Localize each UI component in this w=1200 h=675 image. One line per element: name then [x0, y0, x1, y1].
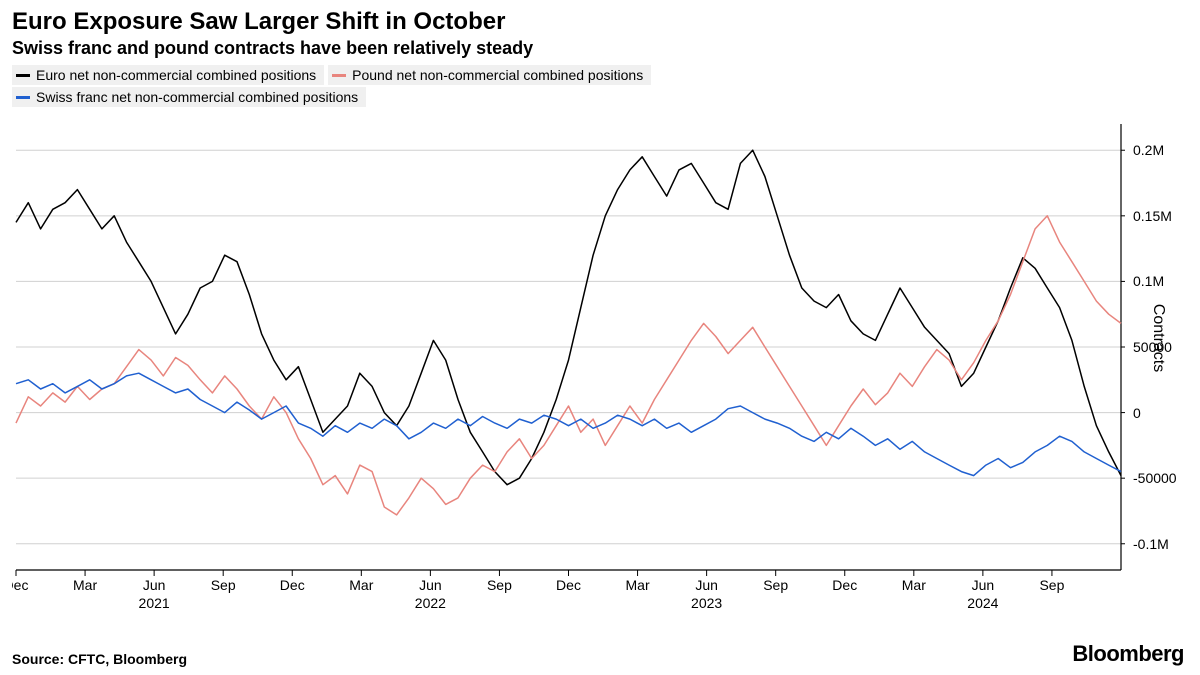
svg-text:2021: 2021 — [139, 595, 170, 610]
legend-label: Pound net non-commercial combined positi… — [352, 67, 643, 83]
svg-text:Mar: Mar — [349, 577, 373, 593]
svg-text:Jun: Jun — [143, 577, 166, 593]
svg-text:Jun: Jun — [972, 577, 995, 593]
svg-text:Jun: Jun — [419, 577, 442, 593]
svg-text:Jun: Jun — [695, 577, 718, 593]
svg-text:2022: 2022 — [415, 595, 446, 610]
svg-text:Sep: Sep — [487, 577, 512, 593]
svg-text:2023: 2023 — [691, 595, 722, 610]
svg-text:Dec: Dec — [556, 577, 581, 593]
svg-text:2024: 2024 — [967, 595, 998, 610]
legend-label: Swiss franc net non-commercial combined … — [36, 89, 358, 105]
y-axis-title: Contracts — [1149, 303, 1167, 371]
svg-text:Mar: Mar — [626, 577, 650, 593]
svg-text:Sep: Sep — [763, 577, 788, 593]
svg-text:Dec: Dec — [832, 577, 857, 593]
y-tick-label: 0.15M — [1133, 208, 1172, 224]
y-tick-label: 0.2M — [1133, 142, 1164, 158]
chart-area: Dec Mar Jun Sep Dec Mar Jun Sep Dec Mar Jun Sep Dec M… — [12, 120, 1125, 610]
svg-text:Sep: Sep — [211, 577, 236, 593]
legend: Euro net non-commercial combined positio… — [0, 65, 1000, 109]
chart-subtitle: Swiss franc and pound contracts have bee… — [0, 38, 1200, 65]
y-tick-label: -50000 — [1133, 470, 1177, 486]
svg-text:Dec: Dec — [12, 577, 28, 593]
svg-text:Mar: Mar — [902, 577, 926, 593]
legend-swatch — [16, 96, 30, 99]
legend-item: Swiss franc net non-commercial combined … — [12, 87, 366, 107]
y-tick-label: 0.1M — [1133, 273, 1164, 289]
legend-item: Euro net non-commercial combined positio… — [12, 65, 324, 85]
legend-swatch — [332, 74, 346, 77]
source-text: Source: CFTC, Bloomberg — [12, 651, 187, 667]
y-tick-label: 0 — [1133, 405, 1141, 421]
legend-item: Pound net non-commercial combined positi… — [328, 65, 651, 85]
y-tick-label: -0.1M — [1133, 536, 1169, 552]
legend-swatch — [16, 74, 30, 77]
chart-title: Euro Exposure Saw Larger Shift in Octobe… — [0, 0, 1200, 38]
svg-text:Sep: Sep — [1039, 577, 1064, 593]
line-chart: Dec Mar Jun Sep Dec Mar Jun Sep Dec Mar Jun Sep Dec M… — [12, 120, 1125, 610]
svg-text:Dec: Dec — [280, 577, 305, 593]
svg-text:Mar: Mar — [73, 577, 97, 593]
brand-logo: Bloomberg — [1072, 641, 1184, 667]
legend-label: Euro net non-commercial combined positio… — [36, 67, 316, 83]
